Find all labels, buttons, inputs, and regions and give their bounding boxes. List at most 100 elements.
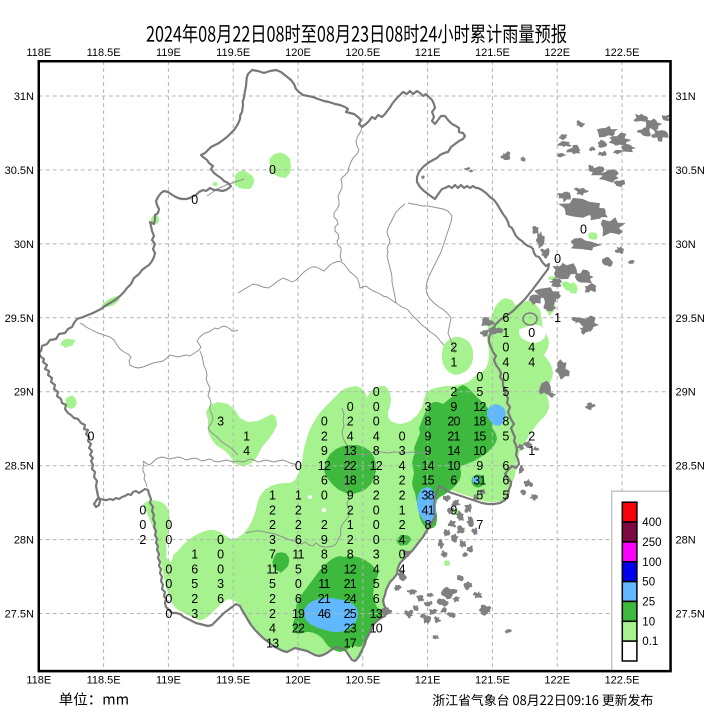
svg-text:13: 13 xyxy=(266,636,279,650)
svg-text:119E: 119E xyxy=(156,675,181,687)
svg-text:46: 46 xyxy=(318,607,331,621)
svg-text:22: 22 xyxy=(344,459,357,473)
svg-text:8: 8 xyxy=(321,563,328,577)
svg-text:5: 5 xyxy=(476,385,483,399)
svg-text:1: 1 xyxy=(269,489,276,503)
svg-text:9: 9 xyxy=(321,444,328,458)
svg-text:0: 0 xyxy=(191,193,198,207)
svg-text:25: 25 xyxy=(642,597,655,609)
svg-text:9: 9 xyxy=(450,503,457,517)
svg-text:120E: 120E xyxy=(285,675,311,687)
svg-text:0: 0 xyxy=(347,400,354,414)
svg-text:121.5E: 121.5E xyxy=(475,47,510,59)
svg-text:23: 23 xyxy=(344,622,357,636)
svg-text:2: 2 xyxy=(399,474,406,488)
svg-text:0: 0 xyxy=(502,370,509,384)
svg-text:28.5N: 28.5N xyxy=(676,461,705,473)
svg-text:13: 13 xyxy=(370,607,383,621)
svg-text:0: 0 xyxy=(88,429,95,443)
svg-text:21: 21 xyxy=(318,592,331,606)
svg-text:2: 2 xyxy=(347,415,354,429)
svg-text:2: 2 xyxy=(347,503,354,517)
svg-text:120.5E: 120.5E xyxy=(345,47,380,59)
svg-text:121E: 121E xyxy=(415,47,441,59)
svg-text:6: 6 xyxy=(502,311,509,325)
svg-text:12: 12 xyxy=(318,459,331,473)
svg-text:118.5E: 118.5E xyxy=(87,47,121,59)
svg-text:25: 25 xyxy=(344,607,357,621)
svg-text:5: 5 xyxy=(502,489,509,503)
svg-text:10: 10 xyxy=(447,459,460,473)
svg-text:18: 18 xyxy=(473,415,486,429)
svg-text:21: 21 xyxy=(344,577,357,591)
svg-text:9: 9 xyxy=(321,533,328,547)
svg-text:2: 2 xyxy=(450,385,457,399)
svg-text:3: 3 xyxy=(425,400,432,414)
svg-text:7: 7 xyxy=(269,548,276,562)
svg-text:4: 4 xyxy=(399,459,406,473)
svg-text:27.5N: 27.5N xyxy=(676,609,705,621)
svg-text:0: 0 xyxy=(554,252,561,266)
svg-text:5: 5 xyxy=(373,577,380,591)
svg-text:120.5E: 120.5E xyxy=(345,675,380,687)
svg-text:31N: 31N xyxy=(676,91,696,103)
svg-text:30.5N: 30.5N xyxy=(676,165,705,177)
svg-text:4: 4 xyxy=(399,533,406,547)
svg-text:5: 5 xyxy=(502,385,509,399)
svg-text:118E: 118E xyxy=(26,47,51,59)
svg-text:122.5E: 122.5E xyxy=(605,675,640,687)
svg-text:11: 11 xyxy=(318,577,330,591)
svg-text:6: 6 xyxy=(295,592,302,606)
svg-text:9: 9 xyxy=(425,444,432,458)
svg-text:3: 3 xyxy=(399,444,406,458)
svg-text:120E: 120E xyxy=(285,47,311,59)
svg-text:121E: 121E xyxy=(415,675,441,687)
svg-text:14: 14 xyxy=(447,444,460,458)
svg-text:4: 4 xyxy=(528,355,535,369)
svg-text:2: 2 xyxy=(373,489,380,503)
svg-text:8: 8 xyxy=(373,474,380,488)
svg-text:27.5N: 27.5N xyxy=(5,609,34,621)
svg-text:0: 0 xyxy=(373,518,380,532)
svg-text:3: 3 xyxy=(269,533,276,547)
svg-text:17: 17 xyxy=(344,636,357,650)
svg-text:121.5E: 121.5E xyxy=(475,675,510,687)
svg-text:2: 2 xyxy=(269,607,276,621)
svg-text:0: 0 xyxy=(139,518,146,532)
svg-text:2: 2 xyxy=(450,341,457,355)
svg-text:12: 12 xyxy=(473,400,486,414)
svg-text:11: 11 xyxy=(292,548,304,562)
svg-text:41: 41 xyxy=(421,503,434,517)
svg-text:0: 0 xyxy=(165,563,172,577)
svg-text:6: 6 xyxy=(321,474,328,488)
svg-text:2: 2 xyxy=(321,429,328,443)
svg-text:15: 15 xyxy=(473,429,486,443)
svg-text:0: 0 xyxy=(580,222,587,236)
svg-text:12: 12 xyxy=(344,563,357,577)
svg-text:6: 6 xyxy=(295,533,302,547)
svg-text:1: 1 xyxy=(502,326,509,340)
svg-text:10: 10 xyxy=(473,444,486,458)
svg-text:0: 0 xyxy=(139,503,146,517)
svg-text:30.5N: 30.5N xyxy=(5,165,34,177)
svg-text:0: 0 xyxy=(165,518,172,532)
svg-text:1: 1 xyxy=(191,548,198,562)
svg-text:0: 0 xyxy=(528,326,535,340)
svg-text:0: 0 xyxy=(373,503,380,517)
svg-text:29N: 29N xyxy=(676,387,696,399)
svg-text:5: 5 xyxy=(502,429,509,443)
svg-text:0: 0 xyxy=(399,429,406,443)
svg-text:2: 2 xyxy=(269,503,276,517)
svg-text:1: 1 xyxy=(347,518,354,532)
svg-text:4: 4 xyxy=(373,563,380,577)
svg-text:30N: 30N xyxy=(14,239,34,251)
svg-text:18: 18 xyxy=(344,474,357,488)
svg-text:0: 0 xyxy=(165,592,172,606)
svg-text:4: 4 xyxy=(502,355,509,369)
svg-text:0: 0 xyxy=(321,415,328,429)
svg-text:4: 4 xyxy=(399,563,406,577)
svg-text:400: 400 xyxy=(642,517,661,529)
svg-text:4: 4 xyxy=(528,341,535,355)
svg-text:4: 4 xyxy=(373,429,380,443)
svg-text:100: 100 xyxy=(642,557,661,569)
